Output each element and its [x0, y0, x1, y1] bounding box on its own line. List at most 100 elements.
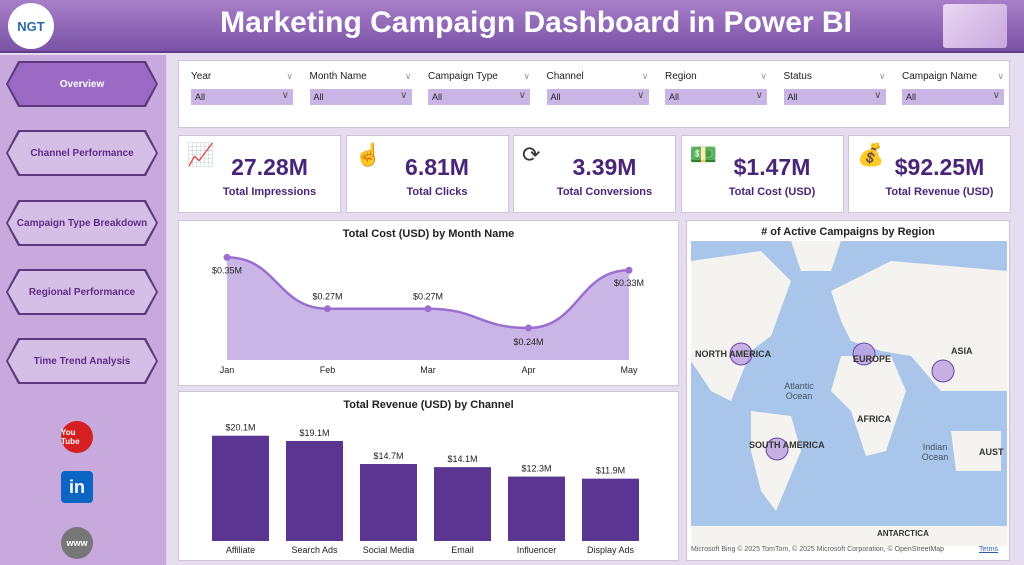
chevron-down-icon[interactable]: ∨: [523, 71, 530, 81]
chevron-down-icon: ∨: [518, 90, 526, 101]
filter-label: Channel ∨: [546, 71, 649, 82]
bar-display-ads: [582, 478, 639, 541]
chevron-down-icon[interactable]: ∨: [641, 71, 649, 81]
nav-regional-performance[interactable]: Regional Performance: [6, 269, 158, 315]
filter-dropdown[interactable]: All ∨: [546, 89, 649, 105]
data-point: [223, 253, 231, 261]
kpi-label: Total Conversions: [556, 186, 653, 198]
kpi-card: 💵 $1.47M Total Cost (USD): [680, 135, 844, 213]
nav-time-trend-analysis[interactable]: Time Trend Analysis: [6, 338, 158, 384]
kpi-card: ⟳ 3.39M Total Conversions: [513, 135, 676, 213]
chevron-down-icon: ∨: [637, 90, 645, 101]
kpi-value: 6.81M: [405, 154, 469, 180]
filter-region[interactable]: Region ∨ All ∨: [665, 71, 767, 105]
world-map[interactable]: [691, 241, 1007, 546]
chevron-down-icon[interactable]: ∨: [404, 71, 412, 81]
filter-campaign-type[interactable]: Campaign Type ∨ All ∨: [428, 71, 530, 105]
filter-campaign-name[interactable]: Campaign Name ∨ All ∨: [902, 71, 1004, 105]
x-tick-label: Feb: [320, 365, 336, 375]
data-label: $11.9M: [596, 466, 625, 476]
filter-label: Campaign Name ∨: [902, 71, 1004, 82]
x-tick-label: Search Ads: [291, 545, 338, 555]
data-label: $14.7M: [373, 451, 403, 461]
chevron-down-icon: ∨: [400, 90, 408, 101]
bubble-asia: [931, 359, 955, 383]
chevron-down-icon: ∨: [874, 90, 882, 101]
revenue-icon: 💰: [857, 142, 885, 167]
terms-link[interactable]: Terms: [979, 546, 999, 553]
chevron-down-icon[interactable]: ∨: [997, 71, 1004, 81]
bar-social-media: [360, 464, 417, 541]
map-label: Atlantic Ocean: [784, 381, 814, 401]
data-point: [424, 305, 432, 313]
map-label: SOUTH AMERICA: [749, 440, 825, 450]
filter-year[interactable]: Year ∨ All ∨: [191, 71, 293, 105]
filter-dropdown[interactable]: All ∨: [191, 89, 293, 105]
chevron-down-icon[interactable]: ∨: [878, 71, 886, 81]
chevron-down-icon[interactable]: ∨: [760, 71, 767, 81]
kpi-value: $1.47M: [733, 154, 811, 180]
bubble-europe: [852, 342, 876, 366]
data-point: [625, 266, 633, 274]
nav-label: Campaign Type Breakdown: [8, 202, 156, 244]
kpi-label: Total Clicks: [406, 186, 468, 198]
chart-title: # of Active Campaigns by Region: [761, 226, 935, 238]
bar-influencer: [508, 476, 565, 541]
nav-overview[interactable]: Overview: [6, 61, 158, 107]
x-tick-label: Jan: [220, 365, 235, 375]
filter-month-name[interactable]: Month Name ∨ All ∨: [309, 71, 412, 105]
data-label: $14.1M: [447, 454, 477, 464]
kpi-label: Total Revenue (USD): [885, 186, 994, 198]
x-tick-label: Email: [451, 545, 474, 555]
filter-label: Status ∨: [783, 71, 886, 82]
data-label: $0.33M: [614, 278, 644, 288]
nav-label: Time Trend Analysis: [8, 340, 156, 382]
nav-channel-performance[interactable]: Channel Performance: [6, 130, 158, 176]
chevron-down-icon: ∨: [281, 90, 289, 101]
filter-label: Month Name ∨: [309, 71, 412, 82]
bar-affiliate: [212, 435, 269, 541]
data-label: $0.27M: [312, 292, 342, 302]
filter-label: Region ∨: [665, 71, 767, 82]
nav-label: Regional Performance: [8, 271, 156, 313]
x-tick-label: May: [620, 365, 638, 375]
filter-dropdown[interactable]: All ∨: [902, 89, 1004, 105]
kpi-card: ☝ 6.81M Total Clicks: [345, 135, 509, 213]
kpi-value: 3.39M: [572, 154, 637, 180]
filter-status[interactable]: Status ∨ All ∨: [783, 71, 886, 105]
data-label: $12.3M: [521, 464, 551, 474]
conversion-icon: ⟳: [522, 142, 541, 167]
filter-dropdown[interactable]: All ∨: [309, 89, 412, 105]
company-logo: NGT: [8, 3, 54, 49]
map-label: ANTARCTICA: [877, 529, 929, 538]
nav-label: Channel Performance: [8, 132, 156, 174]
filter-dropdown[interactable]: All ∨: [428, 89, 530, 105]
nav-label: Overview: [8, 63, 156, 105]
chevron-down-icon: ∨: [755, 90, 763, 101]
filter-label: Campaign Type ∨: [428, 71, 530, 82]
page-title: Marketing Campaign Dashboard in Power BI: [220, 6, 852, 39]
kpi-value: $92.25M: [894, 154, 985, 180]
linkedin-icon[interactable]: in: [61, 471, 93, 503]
chevron-down-icon[interactable]: ∨: [286, 71, 293, 81]
filter-channel[interactable]: Channel ∨ All ∨: [546, 71, 649, 105]
filter-dropdown[interactable]: All ∨: [783, 89, 886, 105]
x-tick-label: Apr: [521, 365, 535, 375]
map-attribution: Microsoft Bing © 2025 TomTom, © 2025 Mic…: [691, 546, 945, 553]
map-label: NORTH AMERICA: [695, 349, 772, 359]
globe-icon[interactable]: www: [61, 527, 93, 559]
map-label: EUROPE: [853, 354, 892, 364]
data-point: [324, 305, 331, 313]
click-icon: ☝: [354, 142, 382, 167]
filter-dropdown[interactable]: All ∨: [665, 89, 767, 105]
chart-title: Total Cost (USD) by Month Name: [342, 228, 515, 240]
kpi-value: 27.28M: [231, 154, 308, 180]
x-tick-label: Influencer: [517, 545, 557, 555]
youtube-icon[interactable]: You Tube: [61, 421, 93, 453]
revenue-by-channel-chart: Total Revenue (USD) by Channel $20.1M Aff…: [178, 391, 679, 561]
sidebar: Overview Channel Performance Campaign Ty…: [0, 55, 166, 565]
campaigns-by-region-map: # of Active Campaigns by Region NORTH AM…: [686, 220, 1010, 561]
map-label: Indian Ocean: [921, 442, 949, 462]
bar-search-ads: [286, 440, 343, 541]
nav-campaign-type-breakdown[interactable]: Campaign Type Breakdown: [6, 200, 158, 246]
